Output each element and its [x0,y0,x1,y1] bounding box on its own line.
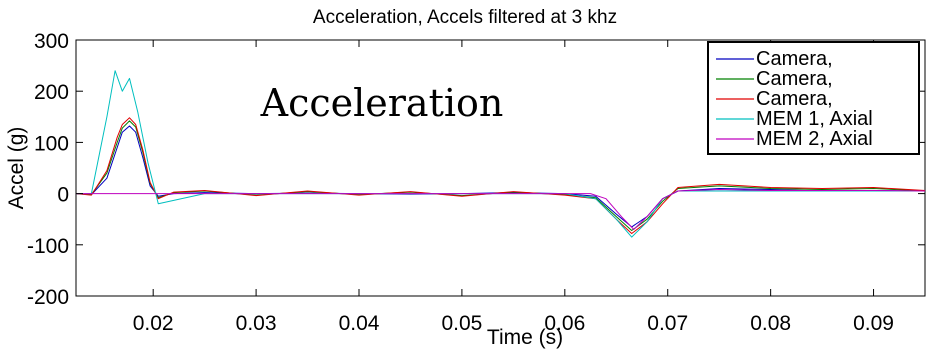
legend-label-3: Camera, [756,88,833,110]
x-axis-label: Time (s) [487,326,563,349]
x-tick-label: 0.03 [236,312,277,335]
legend-label-4: MEM 1, Axial [756,108,873,130]
legend-label-2: Camera, [756,68,833,90]
x-tick-label: 0.09 [853,312,894,335]
y-tick-label: 100 [34,132,69,155]
legend-box [707,41,920,155]
series-line-5 [76,189,926,230]
y-tick-label: -100 [27,235,69,258]
x-tick-label: 0.08 [750,312,791,335]
x-tick-label: 0.05 [441,312,482,335]
chart-annotation: Acceleration [260,81,504,125]
y-axis-label: Accel (g) [5,127,28,210]
legend-label-5: MEM 2, Axial [756,128,873,150]
legend-label-1: Camera, [756,48,833,70]
x-tick-label: 0.06 [544,312,585,335]
axis-ticks: 0.02 0.03 0.04 0.05 0.06 0.07 0.08 0.09 -200 -100… [27,30,925,335]
x-tick-label: 0.04 [339,312,380,335]
y-tick-label: -200 [27,286,69,309]
y-tick-label: 300 [34,30,69,53]
x-tick-label: 0.02 [133,312,174,335]
y-tick-label: 200 [34,81,69,104]
y-tick-label: 0 [57,184,69,207]
chart-title: Acceleration, Accels filtered at 3 khz [313,7,617,28]
x-tick-label: 0.07 [647,312,688,335]
